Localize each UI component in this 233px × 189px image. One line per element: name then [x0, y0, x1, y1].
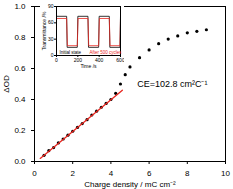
svg-text:0: 0 [32, 169, 37, 178]
svg-text:6: 6 [147, 169, 152, 178]
svg-text:0.6: 0.6 [14, 64, 26, 73]
svg-text:600: 600 [116, 57, 124, 63]
svg-text:0.8: 0.8 [14, 33, 26, 42]
svg-text:0.0: 0.0 [14, 157, 26, 166]
svg-text:Time /s: Time /s [80, 63, 97, 69]
svg-text:Transmittance /%: Transmittance /% [41, 11, 47, 50]
svg-text:1.0: 1.0 [14, 2, 26, 11]
svg-text:0: 0 [51, 52, 54, 58]
svg-text:400: 400 [95, 57, 104, 63]
svg-text:0.4: 0.4 [14, 95, 26, 104]
svg-text:ΔOD: ΔOD [2, 75, 11, 93]
svg-text:60: 60 [48, 19, 54, 25]
svg-text:0.2: 0.2 [14, 126, 26, 135]
svg-text:90: 90 [48, 3, 54, 9]
svg-text:30: 30 [48, 36, 54, 42]
svg-text:10: 10 [221, 169, 230, 178]
svg-text:After 500 cycles: After 500 cycles [90, 50, 123, 55]
svg-text:Charge density / mC cm⁻²: Charge density / mC cm⁻² [84, 180, 176, 189]
svg-text:8: 8 [185, 169, 190, 178]
svg-text:0: 0 [55, 57, 58, 63]
svg-text:Initial state: Initial state [60, 50, 82, 55]
svg-text:4: 4 [109, 169, 114, 178]
svg-text:CE=102.8 cm²C⁻¹: CE=102.8 cm²C⁻¹ [137, 79, 207, 89]
svg-text:200: 200 [73, 57, 82, 63]
svg-text:2: 2 [70, 169, 75, 178]
